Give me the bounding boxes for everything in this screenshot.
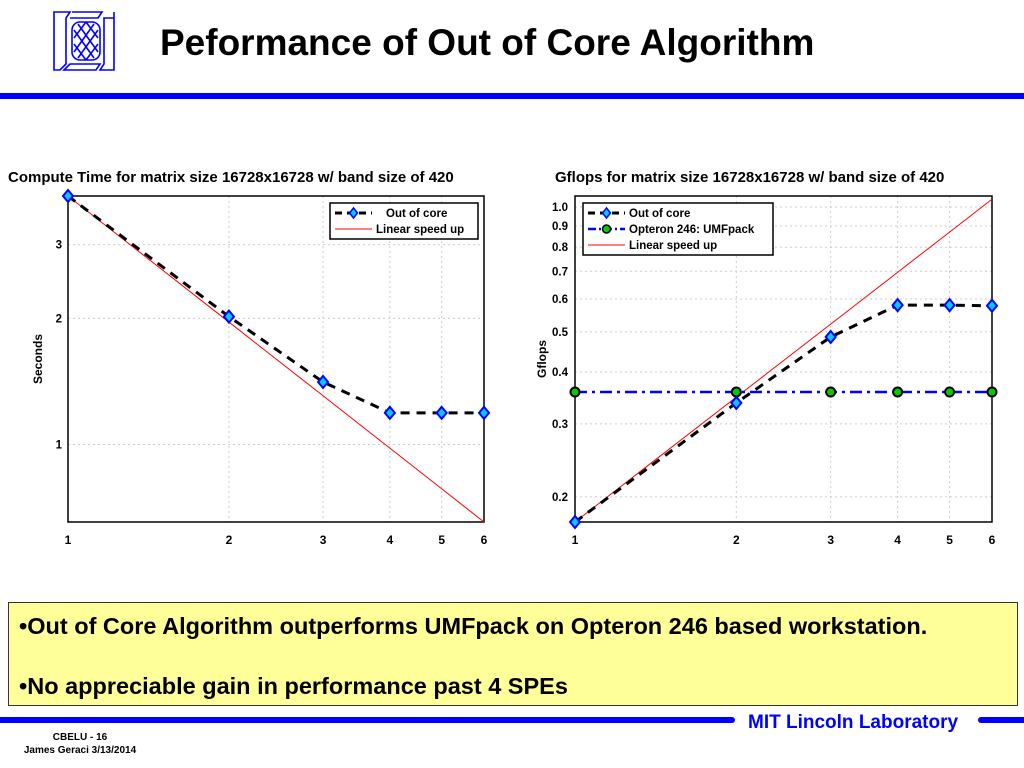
header-divider xyxy=(0,93,1024,99)
data-point-diamond xyxy=(943,297,956,313)
x-tick-label: 5 xyxy=(438,533,445,547)
series-line-out-of-core xyxy=(67,194,484,415)
data-point-circle xyxy=(569,386,581,398)
x-tick-label: 2 xyxy=(226,533,233,547)
y-tick-label: 0.4 xyxy=(552,367,569,379)
x-tick-label: 4 xyxy=(387,533,394,547)
x-tick-label: 3 xyxy=(827,533,834,547)
x-tick-label: 6 xyxy=(989,533,996,547)
y-tick-label: 0.8 xyxy=(552,242,569,254)
x-tick-label: 2 xyxy=(733,533,740,547)
data-point-diamond xyxy=(730,395,743,411)
y-tick-label: 0.2 xyxy=(552,492,568,504)
footer-divider-right xyxy=(978,717,1024,723)
data-point-diamond xyxy=(61,188,75,204)
x-tick-label: 5 xyxy=(946,533,953,547)
x-tick-label: 4 xyxy=(894,533,901,547)
legend-label: Opteron 246: UMFpack xyxy=(629,224,755,236)
legend-marker-diamond xyxy=(601,206,612,220)
lab-name: MIT Lincoln Laboratory xyxy=(748,712,959,733)
y-tick-label: 0.5 xyxy=(552,327,569,339)
y-tick-label: 0.6 xyxy=(552,294,568,306)
y-tick-label: 1.0 xyxy=(552,202,568,214)
data-point-circle xyxy=(986,386,998,398)
data-point-circle xyxy=(892,386,904,398)
legend-label: Linear speed up xyxy=(376,224,464,236)
data-point-diamond xyxy=(477,405,491,421)
y-axis-label: Gflops xyxy=(535,340,549,378)
plot-frame xyxy=(574,195,993,523)
y-tick-label: 3 xyxy=(56,240,62,252)
series-line-linear-speed-up xyxy=(574,198,993,523)
compute-time-chart: 1 2 3 4 5 6 1 2 3 Seconds Out of core Linear speed … xyxy=(31,188,491,547)
data-point-diamond xyxy=(383,405,397,421)
y-axis-label: Seconds xyxy=(31,334,45,384)
data-point-diamond xyxy=(316,374,330,390)
x-tick-label: 6 xyxy=(481,533,488,547)
data-point-diamond xyxy=(824,329,837,345)
series-line-linear-speed-up xyxy=(67,195,485,523)
callout-box: •Out of Core Algorithm outperforms UMFpa… xyxy=(8,602,1018,706)
data-point-circle xyxy=(944,386,956,398)
bullet-1: •Out of Core Algorithm outperforms UMFpa… xyxy=(19,613,928,639)
data-point-diamond xyxy=(222,309,236,325)
y-tick-label: 0.3 xyxy=(552,419,568,431)
legend-label: Linear speed up xyxy=(629,240,717,252)
mit-ll-logo-icon xyxy=(53,11,115,71)
data-point-diamond xyxy=(985,298,999,314)
data-point-diamond xyxy=(568,514,582,530)
gflops-chart: 1 2 3 4 5 6 0.2 0.3 0.4 0.5 0.6 0.7 0.8 0.9 1.0 Gflops O… xyxy=(535,195,999,547)
y-tick-label: 0.9 xyxy=(552,221,568,233)
chart-title-compute-time: Compute Time for matrix size 16728x16728… xyxy=(8,169,454,186)
slide-title: Peformance of Out of Core Algorithm xyxy=(160,22,815,63)
x-tick-label: 1 xyxy=(65,533,72,547)
legend-marker-circle xyxy=(601,224,612,234)
x-tick-label: 1 xyxy=(572,533,579,547)
series-line-out-of-core xyxy=(574,303,993,524)
author-date: James Geraci 3/13/2014 xyxy=(23,745,137,756)
data-point-diamond xyxy=(891,297,904,313)
data-point-circle xyxy=(730,386,742,398)
x-tick-label: 3 xyxy=(320,533,327,547)
data-point-diamond xyxy=(435,405,448,421)
footer-divider-left xyxy=(0,717,735,723)
slide-id: CBELU - 16 xyxy=(52,732,108,743)
data-point-circle xyxy=(825,386,837,398)
bullet-2: •No appreciable gain in performance past… xyxy=(19,673,568,699)
legend-marker-diamond xyxy=(348,206,359,220)
y-tick-label: 1 xyxy=(56,439,63,451)
legend-label: Out of core xyxy=(629,208,690,220)
y-tick-label: 2 xyxy=(56,313,62,325)
plot-frame xyxy=(67,195,485,523)
y-tick-label: 0.7 xyxy=(552,266,568,278)
legend-label: Out of core xyxy=(386,208,447,220)
chart-title-gflops: Gflops for matrix size 16728x16728 w/ ba… xyxy=(555,169,945,186)
